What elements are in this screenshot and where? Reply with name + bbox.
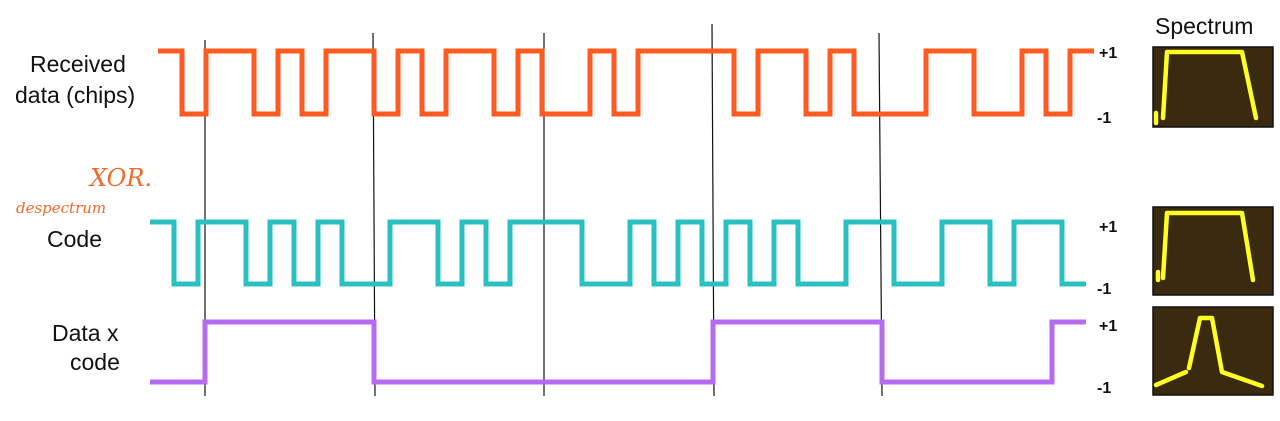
code-high-level: +1 xyxy=(1099,219,1117,236)
received-chips-waveform xyxy=(158,51,1094,114)
product-low-level: -1 xyxy=(1097,380,1111,397)
product-label-line1: Data x xyxy=(52,320,119,346)
spectrum-received xyxy=(1153,47,1273,127)
despread-annotation: despectrum xyxy=(16,199,106,217)
spectrum-code xyxy=(1153,207,1273,295)
level-markers: +1 -1 +1 -1 +1 -1 xyxy=(1097,45,1117,397)
received-low-level: -1 xyxy=(1097,110,1111,127)
spectrum-title: Spectrum xyxy=(1155,13,1253,39)
product-label-line2: code xyxy=(70,349,120,375)
received-label-line2: data (chips) xyxy=(15,82,135,108)
code-label: Code xyxy=(47,226,102,252)
product-high-level: +1 xyxy=(1099,318,1117,335)
received-high-level: +1 xyxy=(1099,45,1117,62)
code-waveform xyxy=(150,222,1086,284)
spectrum-box xyxy=(1153,207,1273,295)
code-low-level: -1 xyxy=(1097,281,1111,298)
received-label-line1: Received xyxy=(30,51,126,77)
spectrum-product xyxy=(1153,307,1273,395)
xor-annotation: XOR. xyxy=(88,164,152,192)
data-x-code-waveform xyxy=(150,322,1086,382)
